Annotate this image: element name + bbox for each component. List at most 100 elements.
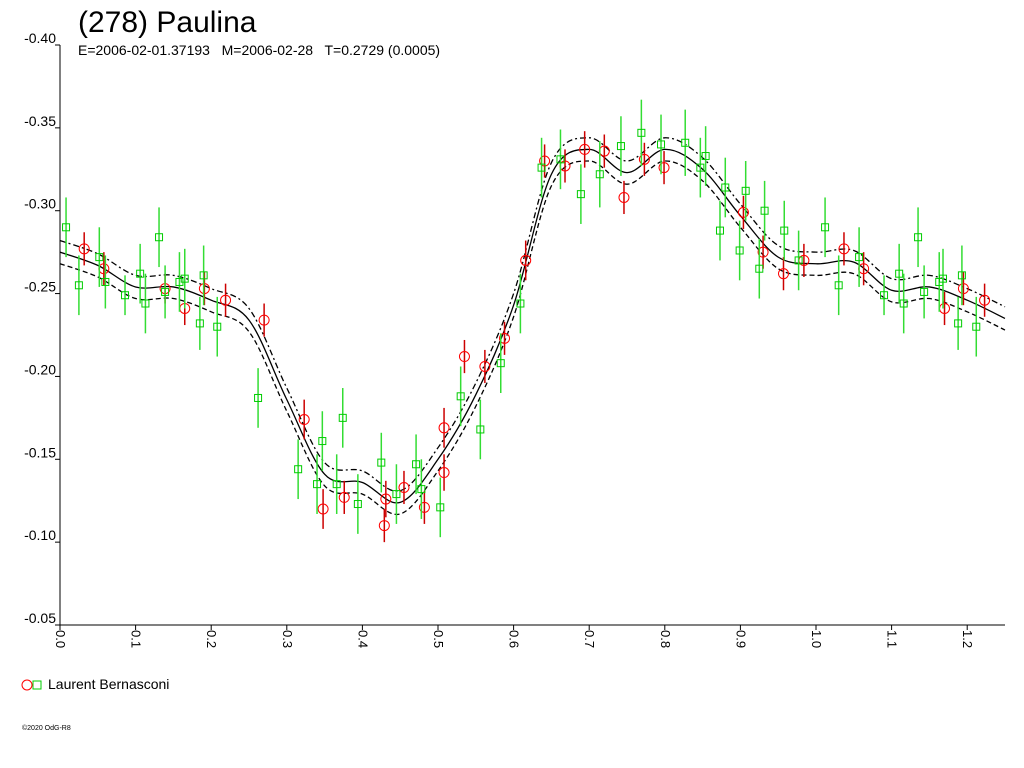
point [141, 299, 150, 308]
point [418, 501, 430, 513]
point [701, 152, 710, 161]
point [895, 269, 904, 278]
point [520, 254, 532, 266]
point [161, 287, 170, 296]
point [556, 155, 565, 164]
fit-lower [59, 160, 1006, 516]
point [317, 503, 329, 515]
legend-square [32, 680, 42, 690]
point [880, 291, 889, 300]
fit-upper [59, 137, 1006, 492]
point [412, 460, 421, 469]
point [338, 491, 350, 503]
point [254, 393, 263, 402]
point [658, 162, 670, 174]
point [332, 480, 341, 489]
point [378, 520, 390, 532]
point [979, 294, 991, 306]
point [657, 140, 666, 149]
point [101, 277, 110, 286]
y-tick-label: -0.10 [24, 527, 56, 543]
y-tick-label: -0.05 [24, 610, 56, 626]
point [318, 437, 327, 446]
point [537, 163, 546, 172]
x-tick-label: 0.2 [204, 630, 219, 648]
point [957, 283, 969, 295]
point [199, 271, 208, 280]
point [476, 425, 485, 434]
x-tick-label: 0.7 [582, 630, 597, 648]
point [777, 268, 789, 280]
point [456, 392, 465, 401]
point [95, 253, 104, 262]
point [436, 503, 445, 512]
point [198, 283, 210, 295]
point [595, 170, 604, 179]
point [755, 264, 764, 273]
point [899, 299, 908, 308]
point [180, 274, 189, 283]
legend-label: Laurent Bernasconi [48, 676, 169, 692]
point [696, 163, 705, 172]
point [838, 243, 850, 255]
point [821, 223, 830, 232]
point [74, 281, 83, 290]
x-tick-label: 0.8 [658, 630, 673, 648]
point [737, 206, 749, 218]
point [972, 322, 981, 331]
point [353, 500, 362, 509]
point [398, 481, 410, 493]
point [121, 291, 130, 300]
y-tick-label: -0.20 [24, 361, 56, 377]
point [681, 138, 690, 147]
point [760, 206, 769, 215]
x-tick-label: 1.0 [809, 630, 824, 648]
point [392, 490, 401, 499]
point [213, 322, 222, 331]
y-tick-label: -0.25 [24, 279, 56, 295]
point [298, 414, 310, 426]
footer: ©2020 OdG-R8 [22, 724, 71, 732]
point [794, 256, 803, 265]
point [380, 493, 392, 505]
point [576, 190, 585, 199]
point [258, 314, 270, 326]
point [499, 332, 511, 344]
point [914, 233, 923, 242]
point [780, 226, 789, 235]
point [616, 142, 625, 151]
y-tick-label: -0.35 [24, 113, 56, 129]
point [155, 233, 164, 242]
y-tick-label: -0.15 [24, 444, 56, 460]
point [62, 223, 71, 232]
point [638, 153, 650, 165]
x-tick-label: 0.0 [53, 630, 68, 648]
point [136, 269, 145, 278]
fit-line [59, 148, 1006, 504]
point [438, 422, 450, 434]
point [855, 253, 864, 262]
point [338, 413, 347, 422]
point [618, 191, 630, 203]
point [479, 360, 491, 372]
x-tick-label: 0.6 [507, 630, 522, 648]
y-tick-label: -0.40 [24, 30, 56, 46]
point [516, 299, 525, 308]
x-tick-label: 0.9 [733, 630, 748, 648]
legend-circle [21, 679, 33, 691]
point [313, 480, 322, 489]
point [294, 465, 303, 474]
point [834, 281, 843, 290]
point [954, 319, 963, 328]
y-tick-label: -0.30 [24, 196, 56, 212]
point [579, 143, 591, 155]
x-tick-label: 0.5 [431, 630, 446, 648]
chart-title: (278) Paulina [78, 6, 257, 39]
point [957, 271, 966, 280]
point [195, 319, 204, 328]
point [78, 243, 90, 255]
point [939, 274, 948, 283]
point [735, 246, 744, 255]
x-tick-label: 0.4 [355, 630, 370, 648]
